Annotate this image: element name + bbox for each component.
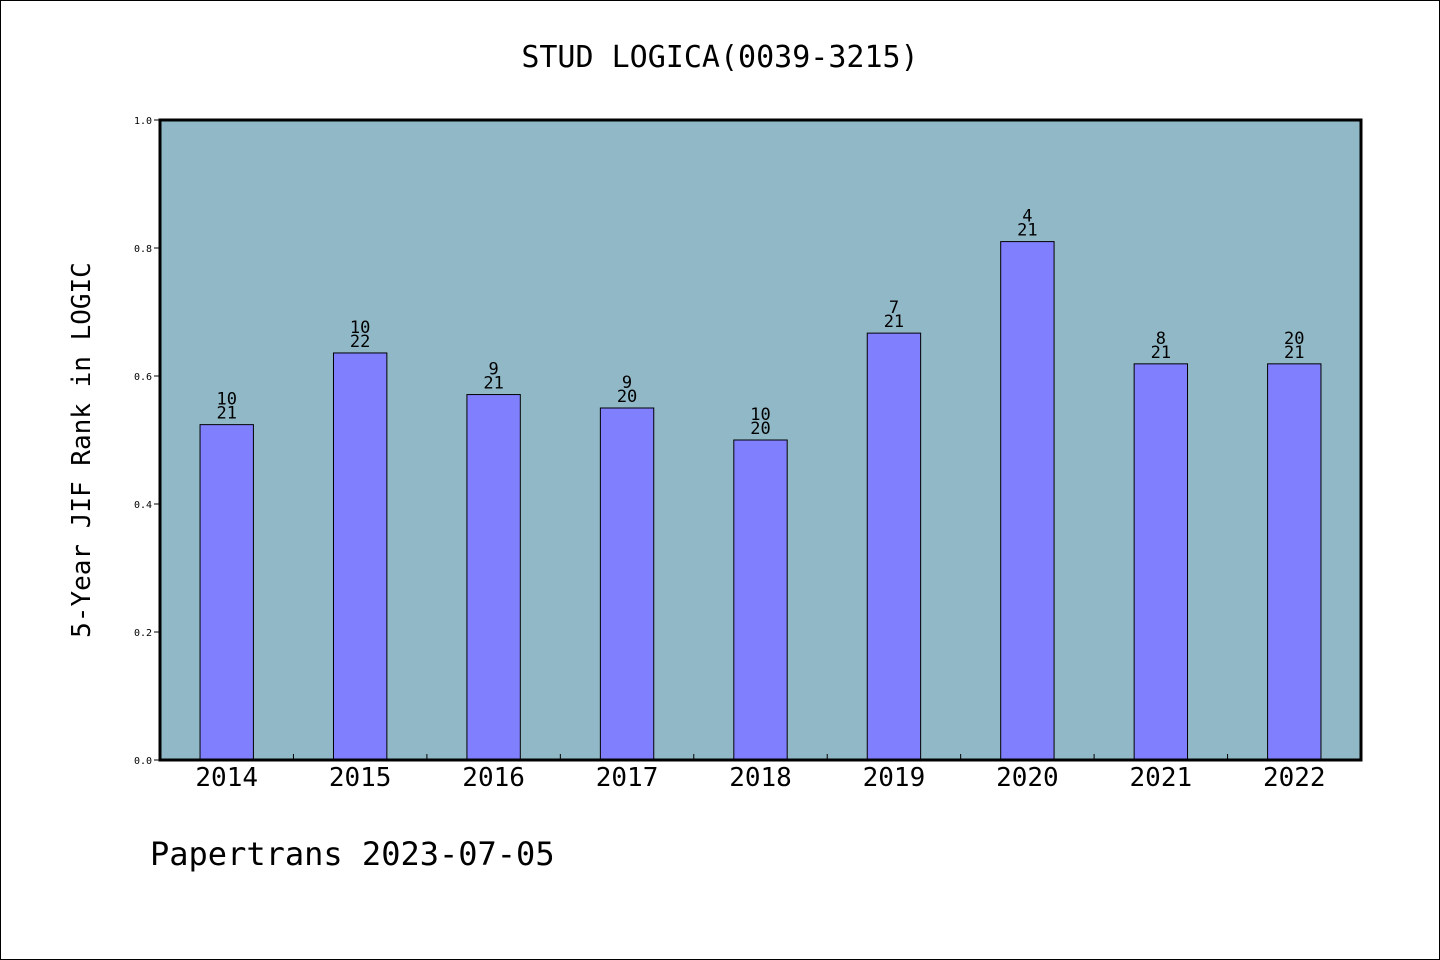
y-tick-label: 0.0 [134,756,152,767]
x-ticks-group: 2014 2015 2016 2017 2018 2019 2020 2021 2022 [195,754,1326,793]
bar-rank-label: 4 [1022,207,1032,227]
x-tick-label: 2019 [863,763,926,793]
chart-title: STUD LOGICA(0039-3215) [521,40,918,75]
bar-2015 [332,352,388,761]
bar-total-label: 22 [350,332,370,352]
bar-rank-label: 10 [350,318,370,338]
x-tick-label: 2021 [1130,763,1193,793]
bar-total-label: 20 [617,387,637,407]
y-axis-label: 5-Year JIF Rank in LOGIC [67,262,97,638]
y-tick-label: 0.2 [134,628,152,639]
bar-2014 [199,424,254,761]
x-tick-label: 2016 [462,763,525,793]
bar-2022 [1267,363,1322,761]
bar-2016 [466,394,521,761]
bar-2017 [599,407,655,761]
bar-total-label: 21 [483,374,503,394]
bar-rank-label: 10 [750,405,770,425]
bar-2020 [1000,241,1055,761]
bar-total-label: 21 [1017,221,1037,241]
x-tick-label: 2018 [729,763,792,793]
y-ticks-group: 0.0 0.2 0.4 0.6 0.8 1.0 [134,116,160,767]
bar-2018 [733,439,788,761]
bar-total-label: 21 [1151,343,1171,363]
bar-total-label: 21 [1284,343,1304,363]
bar-2019 [866,332,922,761]
bar-2021 [1133,363,1189,761]
bar-total-label: 21 [216,404,236,424]
plot-border [158,118,1363,762]
x-tick-label: 2022 [1263,763,1326,793]
y-tick-label: 1.0 [134,116,152,127]
bars-group [199,241,1322,761]
y-tick-label: 0.6 [134,372,152,383]
bar-rank-label: 7 [889,298,899,318]
bar-rank-label: 8 [1156,329,1166,349]
y-tick-label: 0.8 [134,244,152,255]
x-tick-label: 2015 [329,763,392,793]
bar-rank-label: 9 [622,373,632,393]
bar-rank-label: 10 [216,390,236,410]
bar-total-label: 21 [884,312,904,332]
x-tick-label: 2020 [996,763,1059,793]
bar-total-label: 20 [750,419,770,439]
bar-rank-label: 9 [488,360,498,380]
footer-text: Papertrans 2023-07-05 [150,835,555,873]
x-tick-label: 2014 [195,763,258,793]
y-tick-label: 0.4 [134,500,152,511]
x-tick-label: 2017 [596,763,659,793]
bar-rank-label: 20 [1284,329,1304,349]
